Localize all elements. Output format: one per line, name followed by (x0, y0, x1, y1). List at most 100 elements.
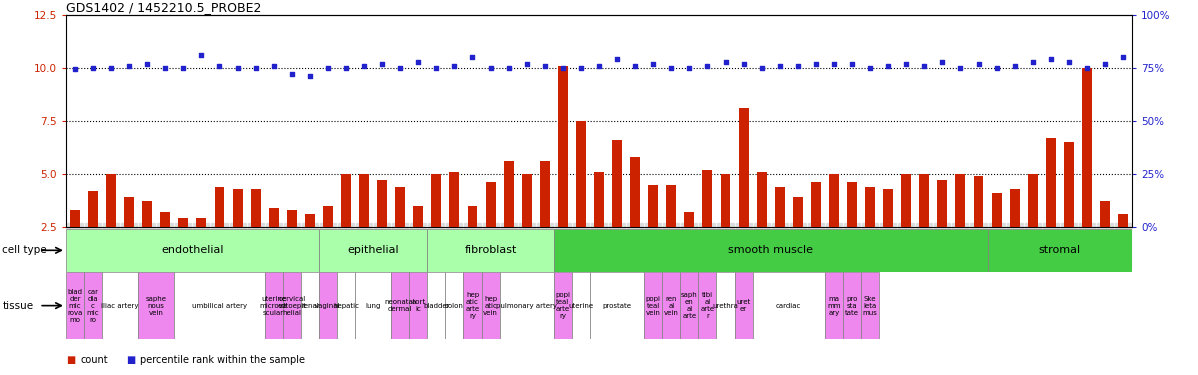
Bar (323, 206, 333, 227)
Point (373, 61, 392, 67)
Bar (734, 272, 752, 339)
Point (355, 63, 374, 69)
Point (1059, 58, 1078, 64)
Bar (341, 174, 351, 227)
Point (264, 63, 283, 69)
Bar (594, 172, 604, 227)
Bar (540, 161, 550, 227)
Text: hep
atic
vein: hep atic vein (483, 296, 498, 316)
Point (933, 58, 952, 64)
Point (391, 65, 410, 71)
Point (661, 65, 680, 71)
Point (120, 63, 139, 69)
Bar (847, 182, 857, 227)
Text: ■: ■ (66, 355, 75, 365)
Text: uret
er: uret er (737, 299, 751, 312)
Text: umbilical artery: umbilical artery (192, 303, 247, 309)
Bar (250, 189, 261, 227)
Bar (987, 229, 1132, 272)
Bar (630, 157, 640, 227)
Point (553, 65, 573, 71)
Point (462, 54, 482, 60)
Point (283, 71, 302, 77)
Bar (1118, 214, 1129, 227)
Bar (829, 174, 839, 227)
Bar (138, 272, 175, 339)
Bar (66, 229, 319, 272)
Bar (716, 272, 734, 339)
Bar (919, 174, 930, 227)
Point (679, 65, 698, 71)
Text: ■: ■ (126, 355, 135, 365)
Point (66, 66, 85, 72)
Bar (319, 229, 428, 272)
Point (536, 63, 555, 69)
Bar (558, 66, 568, 227)
Bar (102, 272, 138, 339)
Point (915, 63, 934, 69)
Bar (301, 272, 319, 339)
Bar (392, 272, 410, 339)
Point (228, 65, 247, 71)
Bar (576, 121, 586, 227)
Bar (107, 174, 116, 227)
Bar (355, 272, 392, 339)
Text: tissue: tissue (2, 301, 34, 310)
Bar (666, 184, 676, 227)
Bar (449, 172, 459, 227)
Point (698, 63, 718, 69)
Bar (865, 187, 875, 227)
Bar (645, 272, 662, 339)
Text: neonatal
dermal: neonatal dermal (385, 299, 416, 312)
Text: Ske
leta
mus: Ske leta mus (863, 296, 877, 316)
Text: smooth muscle: smooth muscle (728, 245, 813, 255)
Text: aort
ic: aort ic (411, 299, 425, 312)
Point (860, 65, 879, 71)
Bar (232, 189, 242, 227)
Point (444, 63, 464, 69)
Text: cardiac: cardiac (776, 303, 801, 309)
Point (1113, 54, 1132, 60)
Text: saph
en
al
arte: saph en al arte (680, 292, 697, 319)
Point (824, 61, 843, 67)
Point (500, 65, 519, 71)
Bar (861, 272, 879, 339)
Point (138, 61, 157, 67)
Bar (464, 272, 482, 339)
Point (84, 65, 103, 71)
Text: popi
teal
arte
ry: popi teal arte ry (556, 292, 570, 319)
Point (1041, 57, 1060, 63)
Point (571, 65, 591, 71)
Bar (648, 184, 658, 227)
Text: endothelial: endothelial (162, 245, 224, 255)
Bar (793, 197, 803, 227)
Bar (752, 272, 825, 339)
Bar (265, 272, 283, 339)
Bar (1010, 189, 1019, 227)
Bar (702, 170, 713, 227)
Point (1023, 58, 1042, 64)
Bar (974, 176, 984, 227)
Point (770, 63, 789, 69)
Point (518, 61, 537, 67)
Bar (431, 174, 441, 227)
Bar (125, 197, 134, 227)
Point (319, 65, 338, 71)
Point (192, 52, 211, 58)
Point (625, 63, 645, 69)
Bar (757, 172, 767, 227)
Point (716, 58, 736, 64)
Point (589, 63, 609, 69)
Point (842, 61, 861, 67)
Text: cervical
edtoepit
helial: cervical edtoepit helial (277, 296, 307, 316)
Bar (196, 218, 206, 227)
Text: fibroblast: fibroblast (465, 245, 516, 255)
Bar (992, 193, 1002, 227)
Bar (286, 210, 297, 227)
Bar (161, 212, 170, 227)
Bar (179, 218, 188, 227)
Bar (684, 212, 695, 227)
Bar (698, 272, 716, 339)
Text: saphe
nous
vein: saphe nous vein (146, 296, 167, 316)
Point (951, 65, 970, 71)
